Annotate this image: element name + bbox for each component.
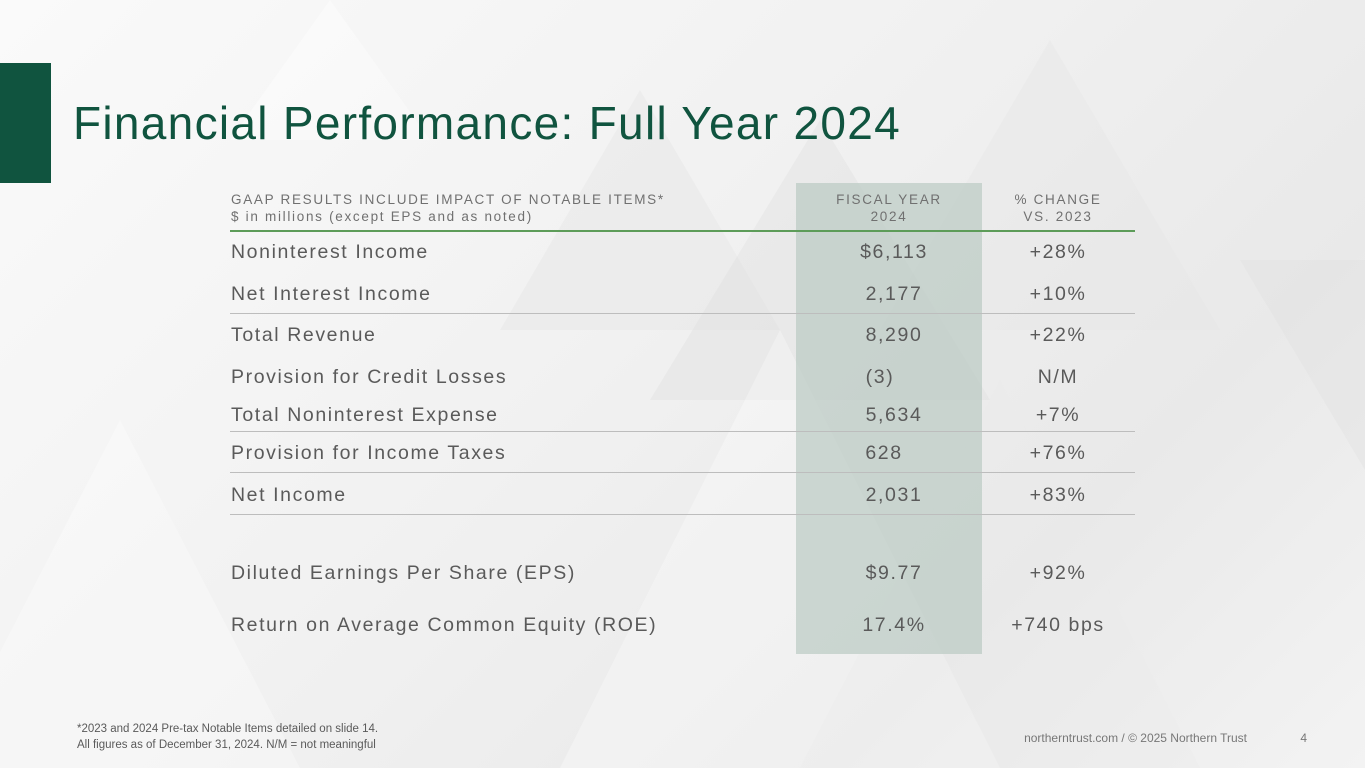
row-value-noninterest-income: $6,113 (860, 241, 928, 263)
row-label-net-interest-income: Net Interest Income (231, 283, 432, 305)
row-label-roe: Return on Average Common Equity (ROE) (231, 614, 658, 636)
footer-copyright: northerntrust.com / © 2025 Northern Trus… (1024, 731, 1247, 745)
row-value-total-revenue: 8,290 (865, 324, 923, 346)
header-rule (230, 230, 1135, 232)
row-label-provision-credit-losses: Provision for Credit Losses (231, 366, 508, 388)
row-label-diluted-eps: Diluted Earnings Per Share (EPS) (231, 562, 576, 584)
footnotes: *2023 and 2024 Pre-tax Notable Items det… (77, 721, 378, 753)
accent-bar (0, 63, 51, 183)
row-label-provision-income-taxes: Provision for Income Taxes (231, 442, 507, 464)
header-gaap-note: GAAP RESULTS INCLUDE IMPACT OF NOTABLE I… (231, 192, 665, 207)
table-header-description: GAAP RESULTS INCLUDE IMPACT OF NOTABLE I… (231, 191, 665, 225)
header-change-label: % CHANGE (1014, 192, 1102, 207)
row-change-diluted-eps: +92% (1029, 562, 1087, 584)
row-label-total-noninterest-expense: Total Noninterest Expense (231, 404, 499, 426)
row-label-noninterest-income: Noninterest Income (231, 241, 429, 263)
header-change-vs: VS. 2023 (1023, 209, 1093, 224)
page-title: Financial Performance: Full Year 2024 (73, 97, 901, 149)
row-change-provision-income-taxes: +76% (1029, 442, 1087, 464)
row-change-provision-credit-losses: N/M (1037, 366, 1079, 388)
page-number: 4 (1300, 731, 1307, 745)
row-change-roe: +740 bps (1011, 614, 1105, 636)
row-value-provision-credit-losses: (3) (865, 366, 895, 388)
row-value-roe: 17.4% (862, 614, 926, 636)
row-divider (230, 313, 1135, 314)
header-units-note: $ in millions (except EPS and as noted) (231, 209, 533, 224)
row-change-noninterest-income: +28% (1029, 241, 1087, 263)
row-value-diluted-eps: $9.77 (865, 562, 923, 584)
table-header-fiscal-year: FISCAL YEAR 2024 (796, 191, 982, 225)
row-value-net-income: 2,031 (865, 484, 923, 506)
row-divider (230, 514, 1135, 515)
row-value-provision-income-taxes: 628 (865, 442, 903, 464)
row-value-total-noninterest-expense: 5,634 (865, 404, 923, 426)
row-divider (230, 431, 1135, 432)
footnote-notable-items: *2023 and 2024 Pre-tax Notable Items det… (77, 723, 379, 735)
row-label-total-revenue: Total Revenue (231, 324, 377, 346)
header-fiscal-year: 2024 (870, 209, 908, 224)
row-value-net-interest-income: 2,177 (865, 283, 923, 305)
table-header-change: % CHANGE VS. 2023 (972, 191, 1144, 225)
row-divider (230, 472, 1135, 473)
header-fiscal-label: FISCAL YEAR (836, 192, 942, 207)
fiscal-year-column-highlight (796, 183, 982, 654)
footnote-as-of-date: All figures as of December 31, 2024. N/M… (77, 739, 376, 751)
row-change-net-income: +83% (1029, 484, 1087, 506)
row-change-net-interest-income: +10% (1029, 283, 1087, 305)
row-label-net-income: Net Income (231, 484, 347, 506)
row-change-total-noninterest-expense: +7% (1035, 404, 1081, 426)
row-change-total-revenue: +22% (1029, 324, 1087, 346)
